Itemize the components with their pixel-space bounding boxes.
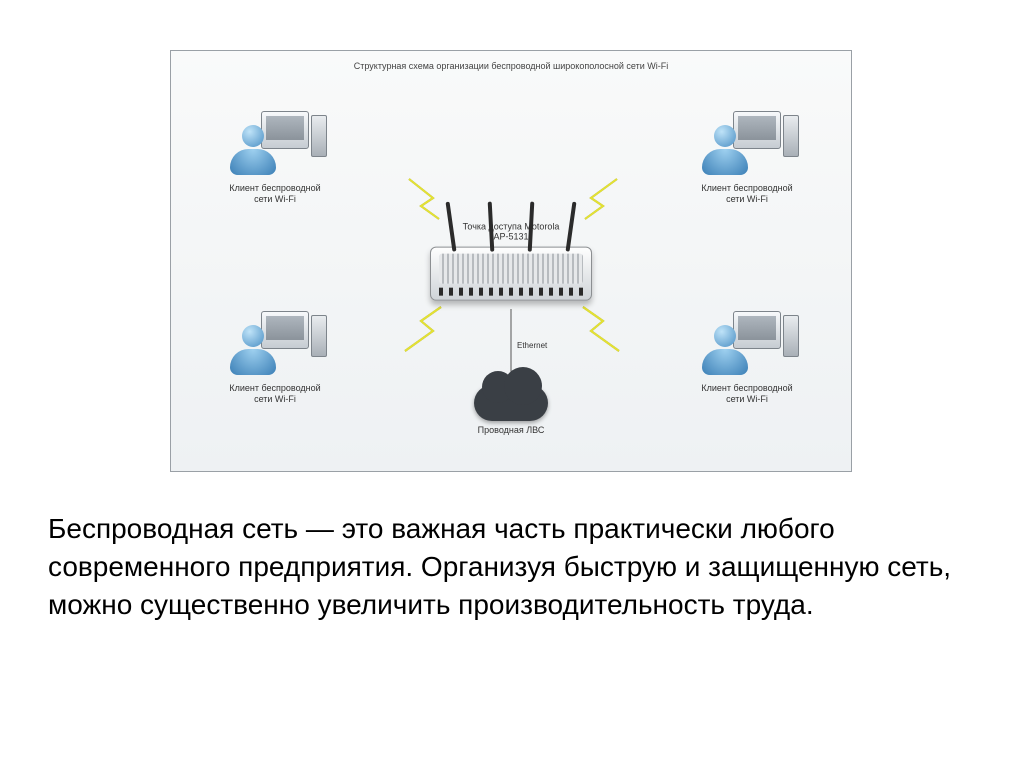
client-icon [687,111,807,181]
access-point: Точка доступа Motorola AP-5131 [430,222,592,301]
diagram-title: Структурная схема организации беспроводн… [171,61,851,71]
cloud-label: Проводная ЛВС [474,425,548,435]
client-label-l2: сети Wi-Fi [254,194,296,204]
client-label-l2: сети Wi-Fi [726,394,768,404]
client-label-l2: сети Wi-Fi [254,394,296,404]
client-label-l1: Клиент беспроводной [701,383,792,393]
client-top-left: Клиент беспроводной сети Wi-Fi [215,111,335,205]
client-label-l1: Клиент беспроводной [229,183,320,193]
client-label-l2: сети Wi-Fi [726,194,768,204]
client-label: Клиент беспроводной сети Wi-Fi [687,183,807,205]
slide: Структурная схема организации беспроводн… [0,0,1024,768]
wifi-network-diagram: Структурная схема организации беспроводн… [170,50,852,472]
ethernet-label: Ethernet [517,341,547,350]
client-icon [215,111,335,181]
client-label: Клиент беспроводной сети Wi-Fi [215,383,335,405]
wired-lan-cloud: Проводная ЛВС [474,385,548,435]
client-bottom-left: Клиент беспроводной сети Wi-Fi [215,311,335,405]
ap-label-l2: AP-5131 [493,232,528,242]
client-icon [687,311,807,381]
client-label: Клиент беспроводной сети Wi-Fi [687,383,807,405]
client-bottom-right: Клиент беспроводной сети Wi-Fi [687,311,807,405]
client-icon [215,311,335,381]
client-label-l1: Клиент беспроводной [229,383,320,393]
client-label: Клиент беспроводной сети Wi-Fi [215,183,335,205]
client-label-l1: Клиент беспроводной [701,183,792,193]
slide-caption: Беспроводная сеть — это важная часть пра… [48,510,964,623]
client-top-right: Клиент беспроводной сети Wi-Fi [687,111,807,205]
cloud-icon [474,385,548,421]
ap-label-l1: Точка доступа Motorola [463,222,560,232]
router-icon [430,246,592,300]
